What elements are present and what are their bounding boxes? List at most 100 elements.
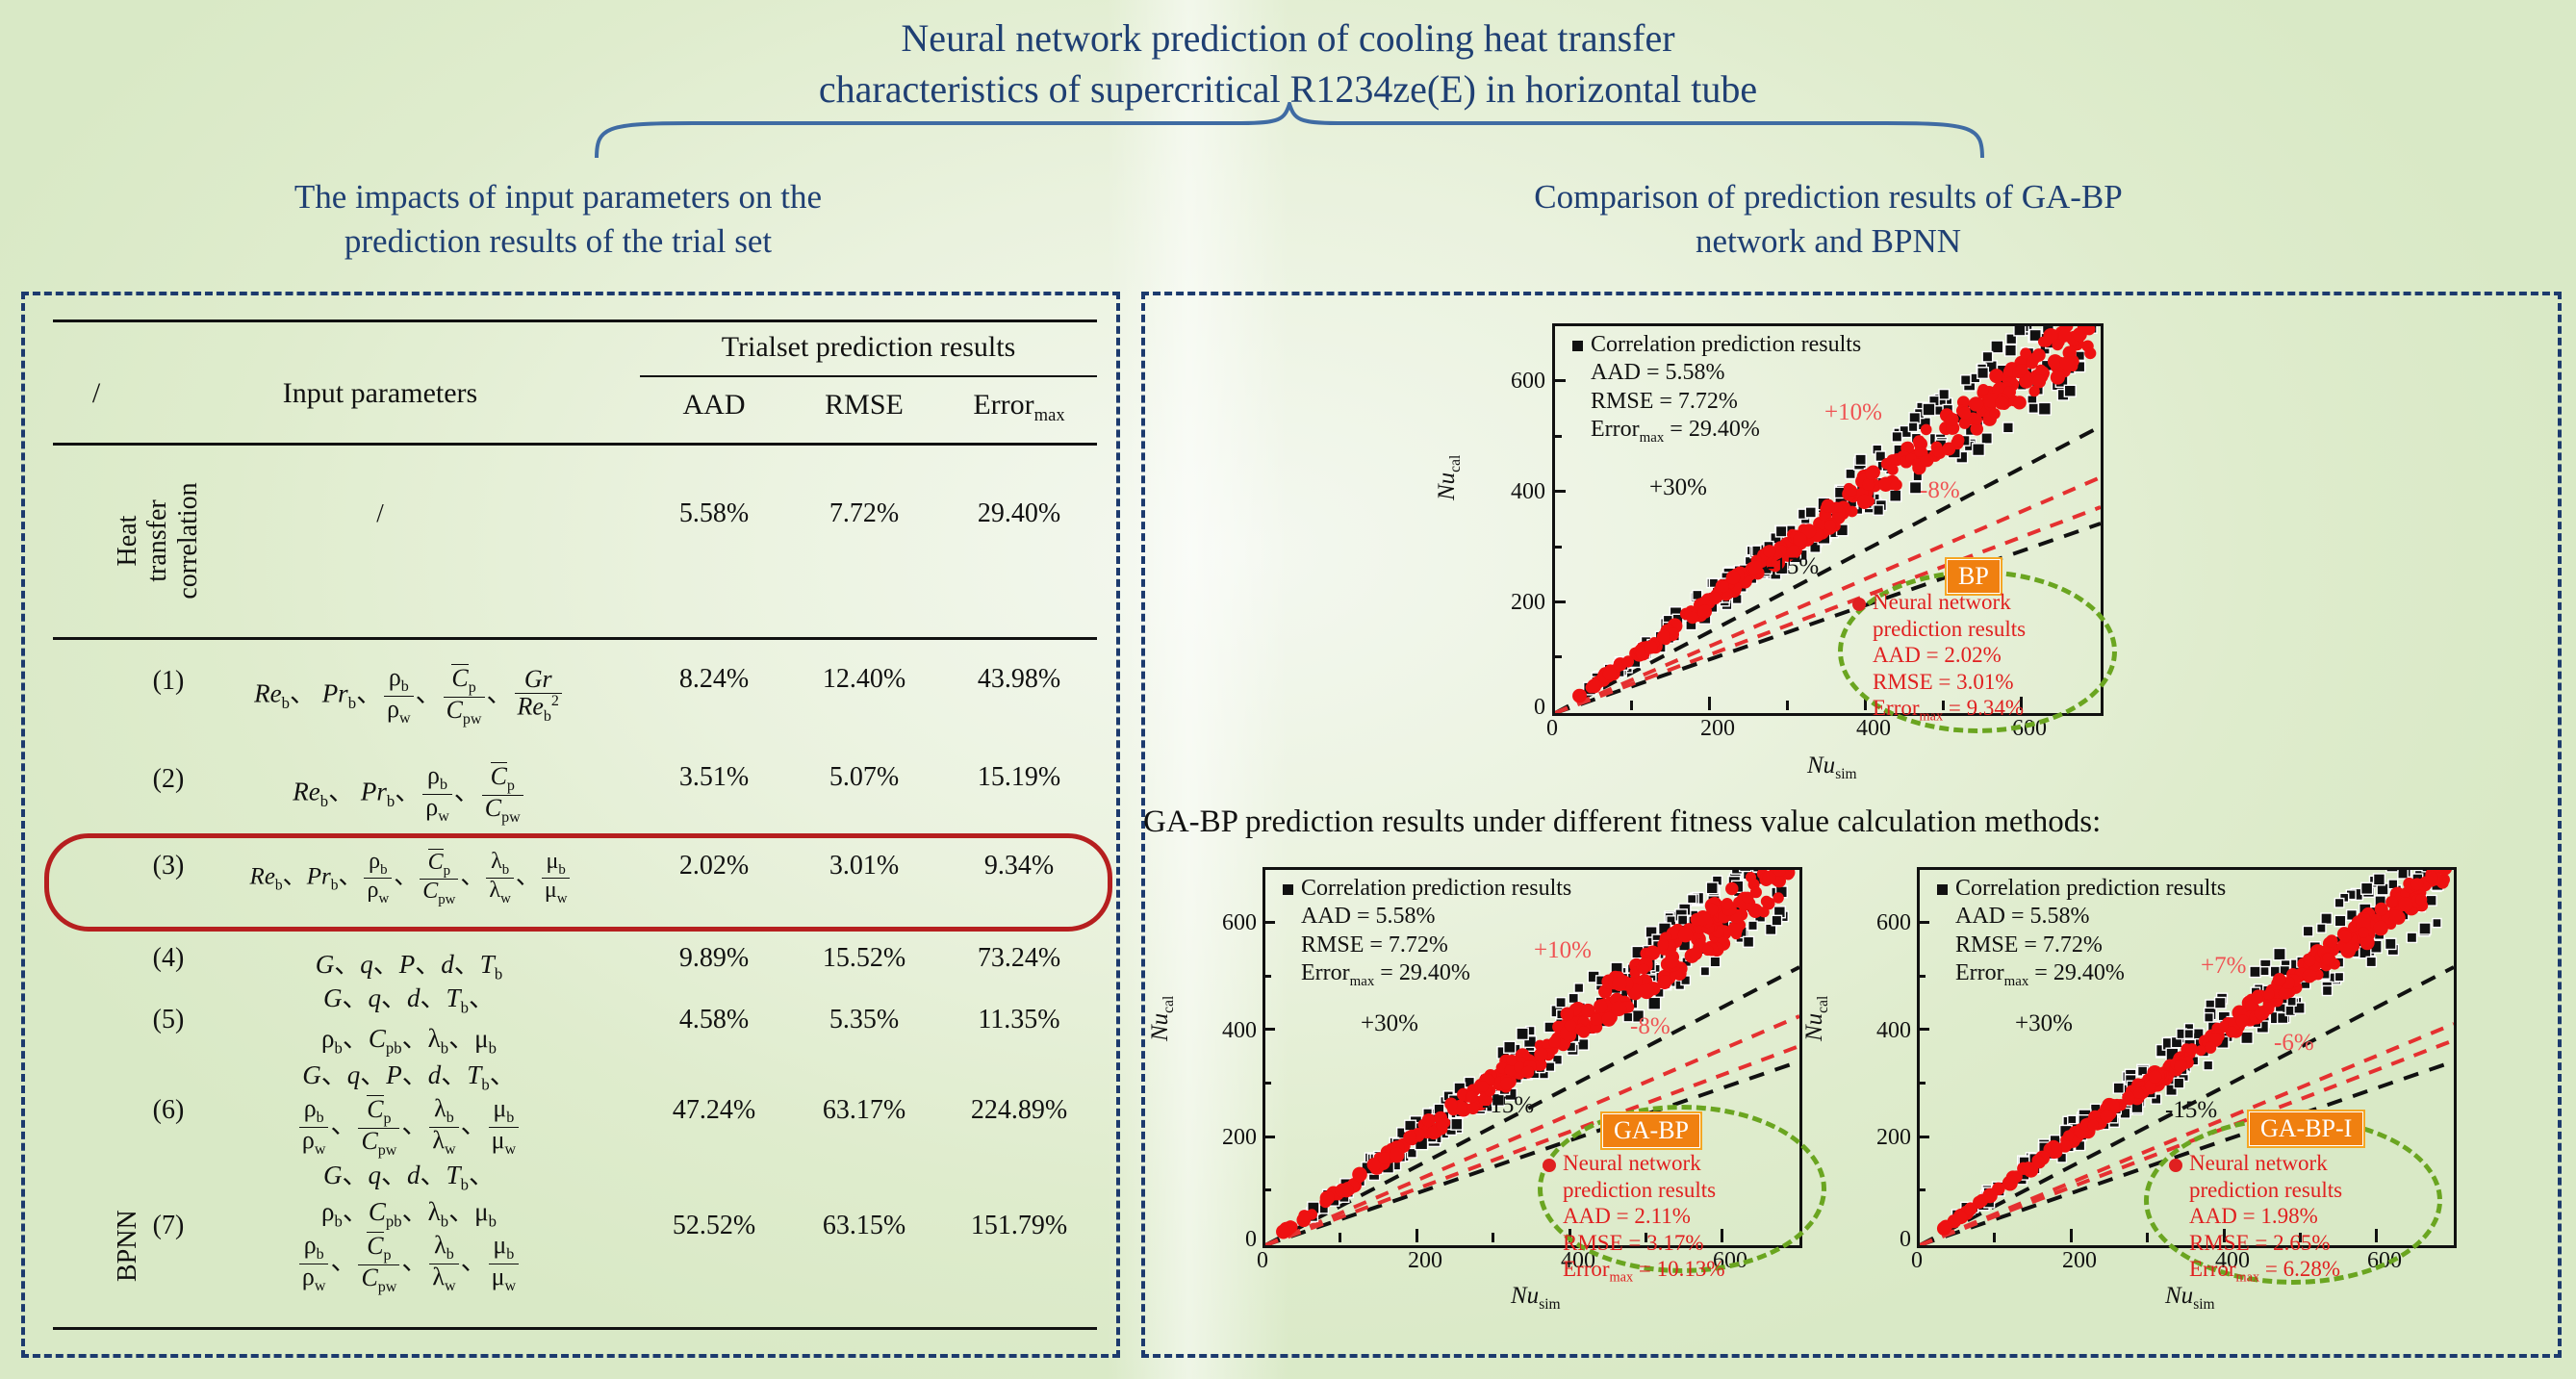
chart-gabp-xtickmark-300: [1492, 1233, 1494, 1242]
table-row-6-rmse: 63.17%: [822, 1095, 906, 1125]
table-row-4-errmax: 73.24%: [977, 943, 1061, 973]
table-row-7-id: (7): [152, 1211, 185, 1240]
table-row-5-errmax: 11.35%: [978, 1005, 1060, 1034]
chart-gabp-ytickmark-600: [1262, 921, 1275, 924]
chart-bp-xtickmark-400: [1864, 697, 1867, 710]
chart-bp-xtickmark-300: [1786, 701, 1789, 710]
chart-gabpi-ytick-600: 600: [1876, 910, 1911, 935]
chart-bp-yaxis-label: Nucal: [1434, 454, 1464, 500]
chart-gabpi-band-plus30: +30%: [2015, 1010, 2073, 1036]
table-row-5-params: G、q、d、Tb、 ρb、Cpb、λb、μb: [321, 983, 497, 1058]
chart-gabpi-xtick-0: 0: [1911, 1248, 1923, 1273]
table-rule-bottom: [53, 1327, 1097, 1330]
chart-bp-ytick-400: 400: [1511, 479, 1545, 504]
chart-gabpi-xtickmark-100: [1993, 1233, 1996, 1242]
table-row-2-rmse: 5.07%: [829, 762, 900, 792]
table-row-0-params: /: [376, 498, 384, 527]
chart-gabpi-svg: [1920, 870, 2454, 1245]
table-row-1-id: (1): [152, 666, 185, 696]
circle-marker-icon: [2169, 1158, 2182, 1172]
chart-gabp-ytickmark-200: [1262, 1136, 1275, 1138]
chart-gabpi-ytickmark-600: [1917, 921, 1929, 924]
table-row-2-params: Reb、 Prb、 ρb ρw、 Cp Cpw: [207, 762, 611, 827]
table-row-4-rmse: 15.52%: [822, 943, 906, 973]
chart-gabpi-band-minus15: -15%: [2165, 1097, 2218, 1123]
table-row-4-id: (4): [152, 943, 185, 973]
chart-gabpi-tag: GA-BP-I: [2247, 1110, 2366, 1148]
chart-gabpi-xaxis-label: Nusim: [2165, 1283, 2215, 1313]
chart-gabp-ytick-200: 200: [1222, 1125, 1257, 1150]
chart-gabp-yaxis-label: Nucal: [1147, 995, 1177, 1041]
table-row-4-aad: 9.89%: [678, 943, 750, 973]
table-row-7-params: G、q、d、Tb、 ρb、Cpb、λb、μb ρb ρw、 Cp Cpw、 λb λw、 μ…: [207, 1159, 611, 1296]
table-row-3-rmse: 3.01%: [829, 851, 900, 881]
chart-bp-ytickmark-400: [1552, 490, 1566, 493]
table-rule-top: [53, 319, 1097, 322]
chart-bp-legend-neural: Neural network prediction results AAD = …: [1852, 589, 2026, 726]
table-row-1-rmse: 12.40%: [822, 664, 906, 694]
page-title: Neural network prediction of cooling hea…: [0, 13, 2576, 115]
chart-gabpi-ytickmark-400: [1917, 1028, 1929, 1031]
table-row-6-aad: 47.24%: [672, 1095, 756, 1125]
chart-gabp-annotation-ellipse: [1538, 1105, 1826, 1273]
chart-gabpi-legend-correlation: Correlation prediction results AAD = 5.5…: [1937, 875, 2226, 990]
chart-gabpi-ytickmark-300: [1917, 1082, 1926, 1085]
chart-bp-legend-correlation: Correlation prediction results AAD = 5.5…: [1572, 331, 1861, 447]
table-row-4-params: G、q、P、d、Tb: [315, 950, 503, 983]
square-marker-icon: [1937, 883, 1948, 895]
chart-bp-band-plus10: +10%: [1824, 399, 1882, 425]
chart-gabpi-ytickmark-100: [1917, 1188, 1926, 1191]
chart-gabp-xtick-200: 200: [1408, 1248, 1442, 1273]
chart-bp-band-minus8: -8%: [1920, 477, 1960, 503]
chart-bp-tag: BP: [1945, 557, 2002, 596]
chart-bp-xtickmark-200: [1708, 697, 1711, 710]
table-corner-label: /: [91, 377, 101, 409]
left-panel-heading-line1: The impacts of input parameters on the: [293, 178, 823, 216]
chart-gabp-ytickmark-100: [1262, 1188, 1271, 1191]
chart-gabp-plot-area: [1262, 867, 1802, 1248]
chart-bp-xtickmark-100: [1630, 701, 1633, 710]
right-panel-heading: Comparison of prediction results of GA-B…: [1270, 175, 2386, 263]
chart-gabpi-ytick-400: 400: [1876, 1018, 1911, 1043]
page-title-line1: Neural network prediction of cooling hea…: [901, 16, 1675, 60]
chart-gabpi-yaxis-label: Nucal: [1801, 995, 1831, 1041]
chart-gabp-xtickmark-100: [1339, 1233, 1341, 1242]
chart-bp-xtick-0: 0: [1546, 716, 1558, 741]
square-marker-icon: [1572, 340, 1583, 351]
chart-gabpi-band-plus7: +7%: [2201, 953, 2247, 979]
table-row-2-errmax: 15.19%: [977, 762, 1061, 792]
chart-bp-ytickmark-300: [1552, 546, 1562, 549]
chart-gabp-xtickmark-0: [1262, 1229, 1265, 1242]
table-row-1-aad: 8.24%: [678, 664, 750, 694]
table-rule-mid: [53, 637, 1097, 640]
right-panel-heading-line2: network and BPNN: [1695, 221, 1962, 260]
table-col-group-header: Trialset prediction results: [721, 331, 1016, 363]
chart-gabpi-xtickmark-0: [1917, 1229, 1920, 1242]
circle-marker-icon: [1852, 597, 1866, 611]
chart-gabp-band-minus8: -8%: [1630, 1013, 1671, 1039]
chart-gabp-band-plus30: +30%: [1361, 1010, 1418, 1036]
table-row-2-aad: 3.51%: [678, 762, 750, 792]
chart-gabp-xtickmark-200: [1416, 1229, 1418, 1242]
chart-gabp-ytick-600: 600: [1222, 910, 1257, 935]
chart-gabp-band-minus15: -15%: [1482, 1092, 1535, 1118]
chart-bp-svg: [1555, 326, 2101, 713]
table-row-0-errmax: 29.40%: [977, 498, 1061, 528]
highlighted-row-outline: [44, 833, 1112, 932]
table-row-1-params: Reb、 Prb、 ρb ρw、 Cp Cpw、 Gr Reb2: [207, 664, 611, 728]
circle-marker-icon: [1543, 1158, 1556, 1172]
chart-gabpi-ytick-0: 0: [1900, 1227, 1911, 1252]
chart-gabp-svg: [1265, 870, 1799, 1245]
chart-bp-ytickmark-500: [1552, 435, 1562, 438]
table-rule-header: [53, 443, 1097, 446]
chart-gabp-xaxis-label: Nusim: [1511, 1283, 1561, 1313]
chart-bp-xtickmark-0: [1552, 697, 1555, 710]
right-panel-border: [1141, 292, 2562, 1358]
chart-bp-xaxis-label: Nusim: [1807, 753, 1857, 782]
chart-gabpi-ytick-200: 200: [1876, 1125, 1911, 1150]
table-col-errmax: Errormax: [973, 389, 1065, 425]
table-rule-group: [640, 375, 1097, 377]
chart-gabp-legend-neural: Neural network prediction results AAD = …: [1543, 1150, 1724, 1287]
table-col-input-parameters: Input parameters: [282, 377, 478, 409]
square-marker-icon: [1283, 883, 1293, 895]
